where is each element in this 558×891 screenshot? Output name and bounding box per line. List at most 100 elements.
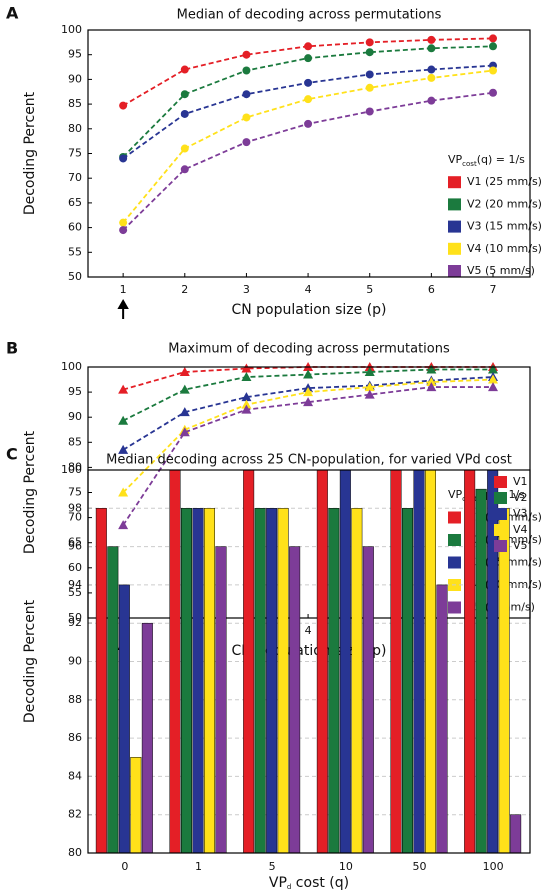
- bar: [402, 508, 413, 854]
- legend-title-main: VP: [448, 153, 463, 166]
- marker: [427, 44, 436, 53]
- bar: [169, 469, 181, 854]
- bar: [215, 546, 227, 854]
- marker: [426, 382, 437, 392]
- legend-label: V5 (5 mm/s): [467, 264, 535, 277]
- bar: [204, 508, 215, 854]
- legend-label: V1 (25 mm/s): [467, 175, 542, 188]
- legend-label: V4 (10 mm/s): [467, 242, 542, 255]
- y-tick-label: 55: [68, 586, 82, 599]
- bar: [328, 508, 340, 854]
- y-tick-label: 90: [68, 72, 82, 85]
- bar: [464, 469, 476, 854]
- marker: [427, 35, 436, 44]
- bar: [95, 508, 107, 854]
- marker: [242, 50, 251, 59]
- y-tick-label: 85: [68, 97, 82, 110]
- y-tick-label: 65: [68, 536, 82, 549]
- x-tick-label: 10: [339, 860, 353, 873]
- y-tick-label: 75: [68, 147, 82, 160]
- marker: [118, 487, 129, 497]
- legend-label: V2 (20 mm/s): [467, 197, 542, 210]
- y-tick-label: 70: [68, 511, 82, 524]
- marker: [241, 363, 252, 373]
- legend-swatch: [448, 534, 461, 546]
- panel-letter: A: [6, 4, 19, 23]
- legend-label: V1: [513, 475, 528, 488]
- marker: [241, 392, 252, 402]
- bar: [475, 488, 487, 854]
- bar: [510, 814, 522, 854]
- marker: [242, 113, 251, 122]
- chart-title: Maximum of decoding across permutations: [168, 342, 450, 357]
- marker: [118, 444, 129, 454]
- marker: [365, 107, 374, 116]
- marker: [119, 101, 128, 110]
- legend-title-sub: cost: [462, 160, 477, 168]
- marker: [304, 119, 313, 128]
- x-tick-label: 5: [269, 860, 276, 873]
- marker: [303, 397, 314, 407]
- x-tick-label: 100: [483, 860, 504, 873]
- y-tick-label: 80: [68, 122, 82, 135]
- bar: [316, 469, 328, 854]
- bar: [498, 508, 510, 854]
- legend-swatch: [448, 198, 461, 211]
- marker: [303, 369, 314, 379]
- marker: [180, 90, 189, 99]
- y-tick-label: 96: [68, 540, 82, 553]
- legend-swatch: [494, 524, 507, 536]
- legend-swatch: [494, 508, 507, 520]
- marker: [242, 90, 251, 99]
- marker: [118, 520, 129, 530]
- bar: [413, 469, 425, 854]
- y-tick-label: 92: [68, 616, 82, 629]
- y-tick-label: 95: [68, 48, 82, 61]
- marker: [179, 427, 190, 437]
- marker: [180, 165, 189, 174]
- y-tick-label: 80: [68, 846, 82, 859]
- y-tick-label: 85: [68, 435, 82, 448]
- bar: [130, 757, 142, 854]
- marker: [364, 389, 375, 399]
- marker: [180, 109, 189, 118]
- bar: [254, 508, 266, 854]
- marker: [304, 42, 313, 51]
- plot-frame: [87, 469, 531, 854]
- legend-swatch: [448, 601, 461, 614]
- marker: [241, 372, 252, 382]
- legend-swatch: [448, 176, 461, 189]
- legend-swatch: [448, 556, 461, 569]
- marker: [180, 65, 189, 74]
- y-tick-label: 94: [68, 578, 82, 591]
- marker: [365, 48, 374, 57]
- marker: [489, 66, 498, 75]
- x-tick-label: 6: [428, 283, 435, 296]
- y-tick-label: 100: [61, 23, 82, 36]
- bar: [351, 508, 363, 854]
- legend-label: V3 (15 mm/s): [467, 220, 542, 233]
- series-line: [122, 91, 494, 231]
- legend-label: V2: [513, 491, 528, 504]
- legend-swatch: [448, 220, 461, 233]
- bar: [118, 584, 130, 854]
- chart-title: Median of decoding across permutations: [177, 8, 442, 23]
- marker: [488, 374, 499, 384]
- y-tick-label: 50: [68, 611, 82, 624]
- x-axis-label-sub: d: [287, 883, 291, 891]
- panel-letter: C: [6, 445, 18, 464]
- legend-swatch: [494, 492, 507, 504]
- legend-swatch: [448, 265, 461, 277]
- y-tick-label: 100: [61, 463, 82, 476]
- bar: [181, 508, 192, 854]
- plot-frame: [87, 29, 531, 278]
- y-tick-label: 90: [68, 410, 82, 423]
- marker: [365, 83, 374, 92]
- legend-swatch: [494, 476, 507, 488]
- legend-swatch: [448, 511, 461, 524]
- marker: [304, 78, 313, 87]
- marker: [426, 377, 437, 387]
- x-tick-label: 50: [413, 860, 427, 873]
- x-axis-label-main: VP: [269, 875, 287, 891]
- arrow: [117, 298, 129, 319]
